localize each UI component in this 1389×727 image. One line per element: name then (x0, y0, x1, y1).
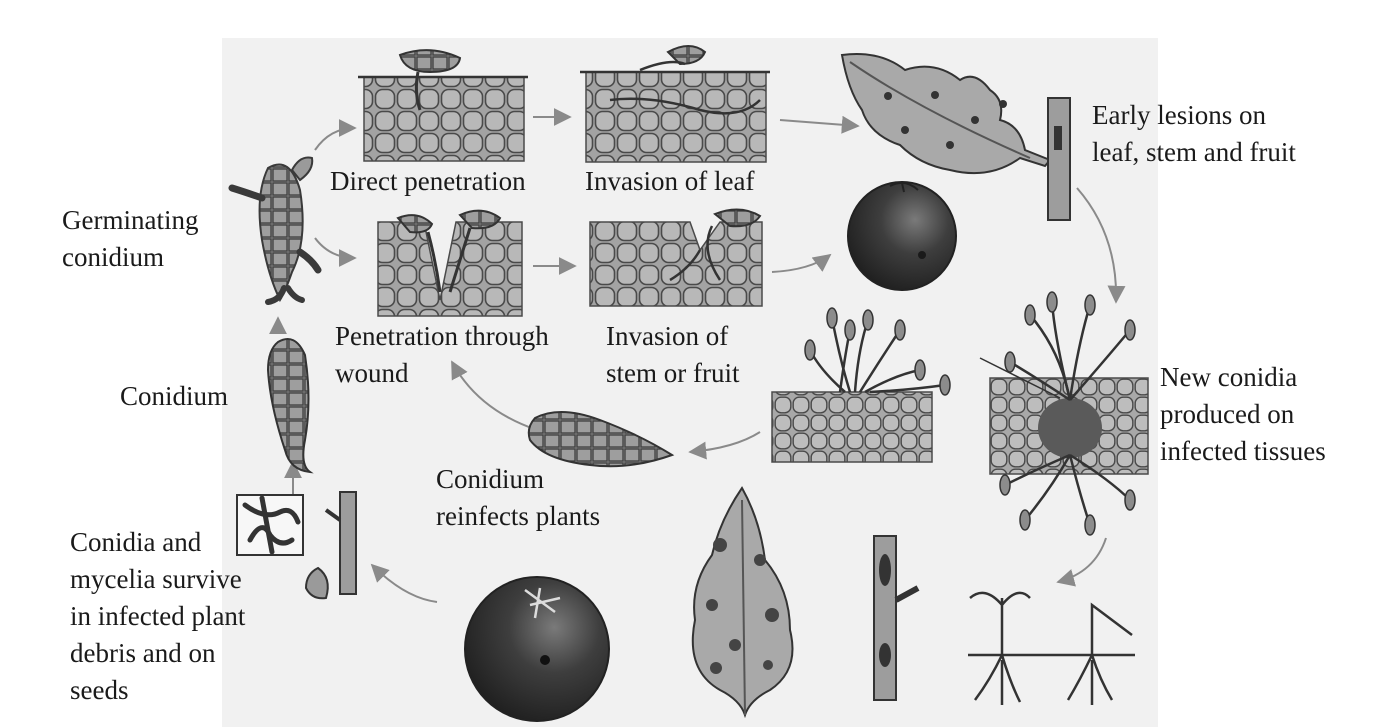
penetration-through-wound-label: Penetration through wound (335, 321, 549, 388)
arrow-to-seedlings (1056, 537, 1107, 587)
infected-fruit-figure (464, 576, 610, 722)
arrow-to-debris (370, 563, 438, 603)
infected-leaf-figure (691, 486, 794, 719)
new-conidia-tissue-figure (979, 291, 1149, 536)
invasion-of-leaf-label: Invasion of leaf (585, 166, 755, 196)
arrow-to-wound-penetration (314, 237, 357, 267)
new-conidia-label: New conidia produced on infected tissues (1160, 362, 1326, 466)
invasion-stem-figure (589, 208, 763, 307)
invasion-of-stem-label: Invasion of stem or fruit (606, 321, 740, 388)
conidium-label: Conidium (120, 381, 229, 411)
invasion-leaf-figure (580, 45, 770, 163)
early-lesion-leaf-figure (840, 53, 1071, 221)
arrow-to-early-lesions-fruit (771, 253, 832, 273)
arrow-to-wound-penetration-2 (451, 360, 538, 431)
direct-penetration-figure (358, 49, 528, 162)
arrow-to-early-lesions-leaf (779, 115, 860, 134)
direct-penetration-label: Direct penetration (330, 166, 526, 196)
wound-penetration-figure (377, 209, 523, 317)
early-lesion-fruit-figure (847, 181, 957, 291)
conidium-figure (266, 338, 314, 474)
plant-debris-figure (236, 491, 357, 600)
germinating-conidium-figure (228, 156, 322, 305)
reinfecting-conidium-figure (527, 410, 675, 468)
arrow-to-new-conidia (1076, 187, 1126, 304)
seedlings-figure (968, 591, 1135, 705)
survival-label: Conidia and mycelia survive in infected … (70, 527, 246, 705)
conidium-reinfects-label: Conidium reinfects plants (436, 464, 601, 531)
sporulation-tissue-figure (771, 307, 951, 463)
cycle-arrows (269, 108, 1126, 603)
germinating-conidium-label: Germinating conidium (62, 205, 199, 272)
arrow-to-conidium-reinfects (688, 431, 761, 460)
infected-stem-figure (873, 535, 920, 701)
early-lesions-label: Early lesions on leaf, stem and fruit (1092, 100, 1296, 167)
arrow-to-direct-penetration (314, 119, 357, 151)
